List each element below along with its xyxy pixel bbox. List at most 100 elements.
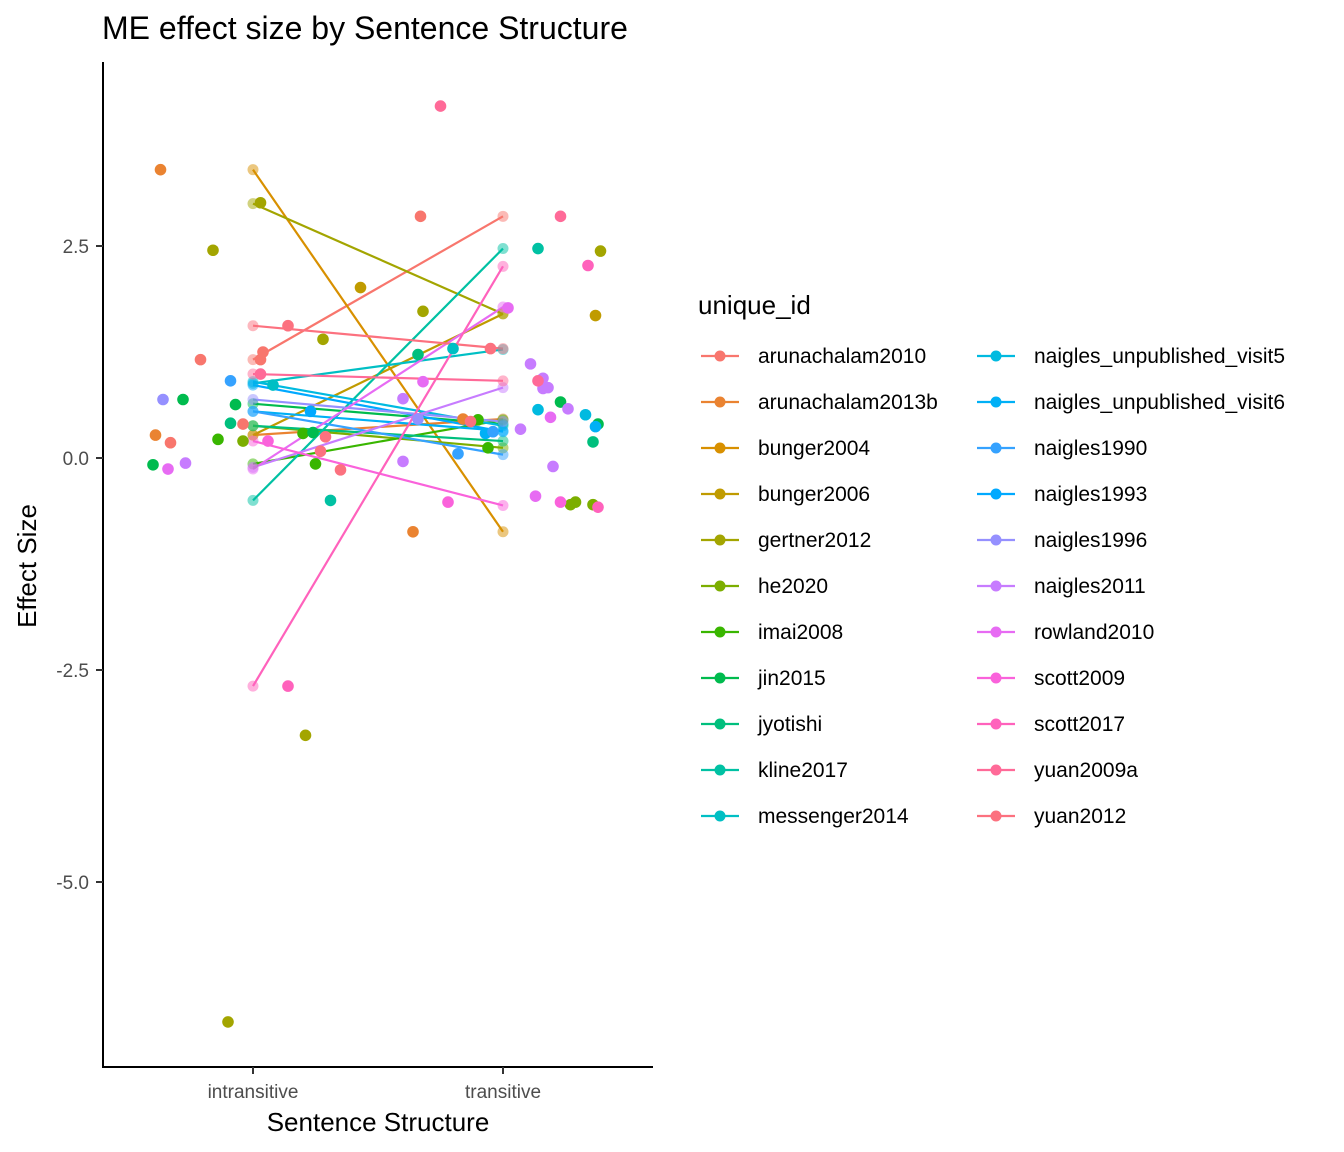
legend-item-naigles1996: naigles1996 <box>977 529 1147 552</box>
data-point-scott2017 <box>592 501 604 513</box>
data-point-jin2015 <box>307 426 319 439</box>
legend-item-imai2008: imai2008 <box>701 621 843 644</box>
legend-key-point <box>990 488 1002 500</box>
x-tick-label: intransitive <box>208 1082 299 1103</box>
data-point-arunachalam2013b <box>149 429 162 441</box>
data-point-gertner2012 <box>317 333 329 346</box>
data-point-gertner2012 <box>207 244 219 257</box>
legend-label: kline2017 <box>758 759 848 782</box>
legend-key-point <box>990 442 1002 454</box>
legend-key-point <box>990 534 1002 546</box>
mean-point-kline2017 <box>497 243 509 255</box>
legend-key-point <box>714 350 726 362</box>
legend-key-point <box>714 626 726 638</box>
data-point-kline2017 <box>532 242 544 255</box>
data-point-jin2015 <box>147 458 159 471</box>
data-point-yuan2009a <box>254 368 267 380</box>
data-point-jyotishi <box>587 436 599 448</box>
mean-point-arunachalam2010 <box>497 210 509 222</box>
legend-key-point <box>714 396 726 408</box>
series-line-bunger2004 <box>252 169 504 533</box>
legend-item-naigles1990: naigles1990 <box>977 437 1147 460</box>
mean-point-naigles1996 <box>497 416 509 428</box>
y-tick-label: -2.5 <box>56 661 89 682</box>
mean-point-naigles1990 <box>497 449 509 461</box>
series-line-arunachalam2010 <box>252 215 504 361</box>
mean-point-rowland2010 <box>247 463 259 475</box>
mean-point-yuan2009a <box>497 375 509 387</box>
mean-point-scott2017 <box>497 260 509 272</box>
legend-item-messenger2014: messenger2014 <box>701 805 909 828</box>
data-point-naigles2011 <box>547 460 559 473</box>
data-point-scott2009 <box>262 435 274 447</box>
mean-point-naigles1996 <box>247 393 259 405</box>
data-point-gertner2012 <box>299 729 312 742</box>
data-point-gertner2012 <box>417 305 429 318</box>
legend-key-point <box>990 810 1002 822</box>
series-line-yuan2009a <box>252 372 504 382</box>
legend-label: naigles2011 <box>1034 575 1146 598</box>
data-point-yuan2012 <box>282 319 294 332</box>
legend-key-point <box>714 718 726 730</box>
data-point-scott2017 <box>582 259 594 272</box>
data-point-naigles_unpublished_visit5 <box>532 403 544 416</box>
series-line-naigles2011 <box>252 386 504 469</box>
mean-point-bunger2004 <box>247 164 259 176</box>
data-point-he2020 <box>564 498 577 511</box>
series-line-naigles1993 <box>252 383 504 433</box>
mean-point-scott2017 <box>247 680 259 692</box>
legend-item-he2020: he2020 <box>701 575 828 598</box>
series-line-kline2017 <box>252 247 504 502</box>
data-point-naigles1996 <box>157 393 169 406</box>
data-point-naigles2011 <box>397 392 409 405</box>
chart-title: ME effect size by Sentence Structure <box>102 10 628 46</box>
data-point-messenger2014 <box>267 379 279 391</box>
data-point-arunachalam2010 <box>194 353 207 366</box>
data-point-yuan2009a <box>434 100 447 112</box>
legend-item-yuan2012: yuan2012 <box>977 805 1126 828</box>
axes <box>102 62 653 1068</box>
legend-label: bunger2004 <box>758 437 870 460</box>
y-tick-label: 0.0 <box>63 449 89 470</box>
legend-item-scott2009: scott2009 <box>977 667 1125 690</box>
legend-item-naigles_unpublished_visit5: naigles_unpublished_visit5 <box>977 345 1285 368</box>
series-line-naigles_unpublished_visit6 <box>252 410 504 432</box>
data-point-arunachalam2010 <box>164 436 177 449</box>
legend-item-rowland2010: rowland2010 <box>977 621 1154 644</box>
legend-label: imai2008 <box>758 621 843 644</box>
series-line-messenger2014 <box>252 348 504 385</box>
mean-point-scott2009 <box>497 499 509 511</box>
data-point-rowland2010 <box>502 302 514 314</box>
legend-label: naigles1996 <box>1034 529 1147 552</box>
data-point-naigles2011 <box>562 403 574 415</box>
legend-title: unique_id <box>698 290 811 320</box>
data-point-arunachalam2010 <box>257 346 269 358</box>
data-point-arunachalam2013b <box>154 163 167 176</box>
legend-key-point <box>714 672 726 684</box>
legend-key-point <box>990 396 1002 408</box>
legend-item-naigles1993: naigles1993 <box>977 483 1147 506</box>
legend-item-arunachalam2013b: arunachalam2013b <box>701 391 938 414</box>
data-point-jin2015 <box>177 393 189 406</box>
data-point-arunachalam2010 <box>237 418 249 430</box>
mean-point-yuan2012 <box>497 343 509 355</box>
legend-key-point <box>990 764 1002 776</box>
data-point-yuan2012 <box>314 445 327 458</box>
data-point-naigles_unpublished_visit5 <box>579 408 592 421</box>
mean-point-yuan2012 <box>247 320 259 332</box>
data-point-yuan2012 <box>319 431 332 443</box>
series-lines <box>252 169 504 687</box>
legend-item-scott2017: scott2017 <box>977 713 1125 736</box>
data-point-kline2017 <box>324 494 337 507</box>
legend-label: naigles1990 <box>1034 437 1147 460</box>
data-point-jin2015 <box>554 396 567 408</box>
data-point-naigles2011 <box>514 423 527 435</box>
series-line-scott2017 <box>252 265 504 687</box>
data-point-bunger2006 <box>589 309 602 322</box>
mean-point-jyotishi <box>497 435 509 447</box>
legend-key-point <box>990 580 1002 592</box>
y-axis-title: Effect Size <box>12 504 42 628</box>
plot-panel <box>147 100 607 1028</box>
legend-label: arunachalam2010 <box>758 345 926 368</box>
data-point-imai2008 <box>309 458 322 470</box>
